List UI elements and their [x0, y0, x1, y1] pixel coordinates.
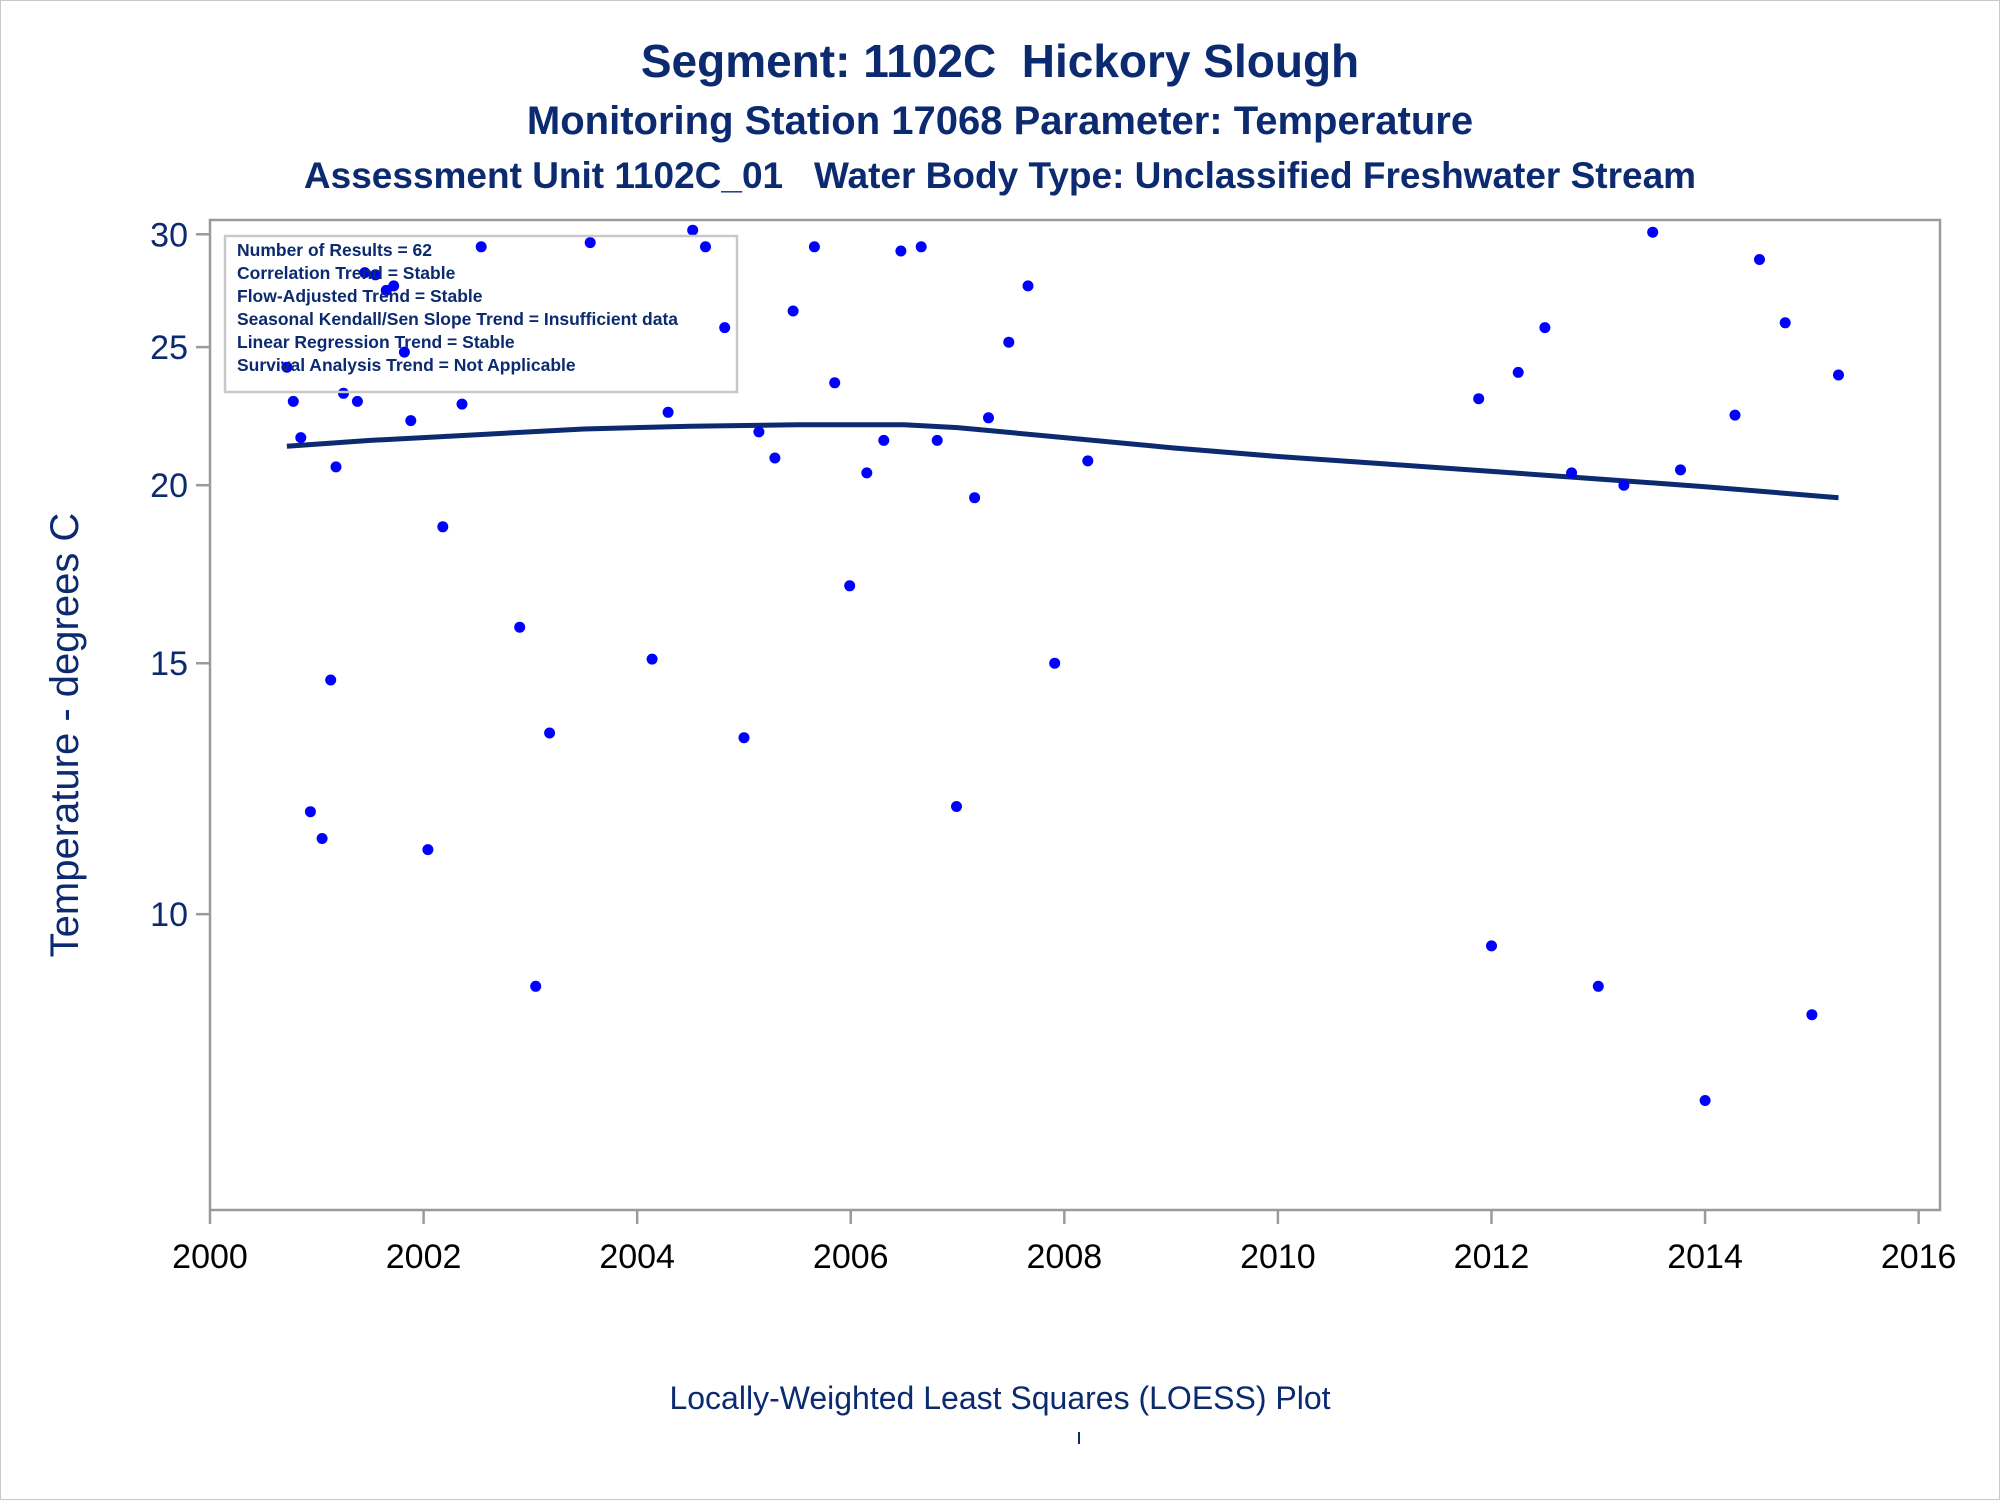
x-tick-label: 2006: [813, 1238, 889, 1276]
data-point: [584, 237, 596, 249]
data-point: [338, 387, 349, 399]
data-point: [878, 434, 890, 446]
x-tick-label: 2012: [1454, 1238, 1530, 1276]
data-point: [325, 674, 337, 686]
data-point: [951, 801, 962, 812]
stats-line: Survival Analysis Trend = Not Applicable: [237, 355, 576, 375]
data-point: [1566, 467, 1578, 479]
data-point: [1512, 366, 1524, 378]
stats-line: Seasonal Kendall/Sen Slope Trend = Insuf…: [237, 309, 678, 329]
data-point: [931, 434, 943, 446]
chart-title: Segment: 1102C Hickory Slough: [640, 35, 1360, 87]
data-point: [915, 241, 927, 253]
data-point: [808, 241, 820, 253]
data-point: [405, 415, 417, 427]
data-point: [304, 806, 316, 818]
data-point: [359, 267, 371, 279]
data-point: [1486, 940, 1497, 952]
data-point: [1754, 254, 1765, 265]
data-point: [646, 653, 658, 665]
chart-subtitle-station: Monitoring Station 17068 Parameter: Temp…: [526, 99, 1474, 143]
data-point: [287, 395, 299, 407]
footnote-marker: [1078, 1432, 1080, 1444]
y-axis-label: Temperature - degrees C: [43, 513, 87, 958]
y-tick-label: 10: [150, 896, 188, 934]
stats-line: Correlation Trend = Stable: [237, 263, 456, 283]
x-tick-label: 2000: [172, 1238, 248, 1276]
data-point: [1779, 317, 1791, 329]
data-point: [738, 732, 750, 744]
data-point: [769, 452, 781, 464]
data-point: [1049, 657, 1061, 669]
x-tick-label: 2008: [1027, 1238, 1103, 1276]
data-point: [398, 346, 410, 358]
data-point: [295, 432, 307, 444]
data-point: [351, 395, 363, 407]
plot-area-frame: [208, 218, 1942, 1212]
loess-line: [286, 422, 1839, 501]
data-point: [861, 467, 873, 479]
stats-box: Number of Results = 62 Correlation Trend …: [223, 234, 739, 394]
y-tick-label: 30: [150, 216, 188, 254]
data-point: [281, 361, 293, 373]
data-point: [719, 322, 731, 334]
x-tick-label: 2014: [1667, 1238, 1743, 1276]
data-point: [1675, 464, 1686, 476]
data-point: [787, 305, 799, 317]
data-point: [662, 406, 674, 418]
data-point: [1539, 322, 1551, 334]
data-point: [687, 224, 699, 236]
y-tick-label: 20: [150, 467, 188, 505]
data-point: [316, 833, 328, 844]
stats-line: Flow-Adjusted Trend = Stable: [237, 286, 483, 306]
data-point: [1647, 226, 1659, 238]
axes: 10 15 20 25 30 2000 2002 2004 2006 2008 2010 2012 20…: [43, 216, 1956, 1276]
data-point: [1473, 393, 1485, 405]
stats-line: Number of Results = 62: [237, 240, 432, 260]
data-point: [983, 412, 994, 424]
data-point: [844, 580, 856, 592]
data-point: [456, 398, 468, 410]
data-point: [544, 727, 556, 739]
chart-footnote: Locally-Weighted Least Squares (LOESS) P…: [669, 1380, 1331, 1416]
data-point: [1618, 479, 1630, 491]
data-point: [1003, 336, 1015, 348]
data-points: [281, 224, 1844, 1106]
data-point: [422, 844, 434, 856]
data-point: [370, 269, 381, 281]
data-point: [330, 461, 342, 473]
data-point: [1833, 369, 1844, 381]
data-point: [1022, 280, 1034, 292]
y-tick-label: 15: [150, 645, 188, 683]
data-point: [829, 377, 841, 389]
data-point: [1592, 980, 1604, 992]
data-point: [753, 426, 765, 438]
x-tick-label: 2004: [599, 1238, 675, 1276]
data-point: [1699, 1095, 1711, 1106]
chart-subtitle-assessment-unit: Assessment Unit 1102C_01 Water Body Type…: [303, 155, 1697, 196]
data-point: [1729, 409, 1741, 421]
data-point: [437, 521, 449, 533]
stats-line: Linear Regression Trend = Stable: [237, 332, 515, 352]
stats-box-frame: [223, 234, 739, 394]
data-point: [969, 492, 981, 504]
data-point: [475, 241, 487, 253]
y-tick-label: 25: [150, 329, 188, 367]
loess-layer: [286, 422, 1839, 501]
x-tick-label: 2016: [1881, 1238, 1957, 1276]
data-point: [1806, 1009, 1818, 1021]
data-point: [895, 245, 907, 257]
data-point: [1082, 455, 1094, 467]
x-tick-label: 2010: [1240, 1238, 1316, 1276]
data-point: [514, 621, 526, 633]
data-point: [700, 241, 711, 253]
data-point: [530, 980, 542, 992]
data-point: [388, 280, 400, 292]
x-tick-label: 2002: [386, 1238, 462, 1276]
